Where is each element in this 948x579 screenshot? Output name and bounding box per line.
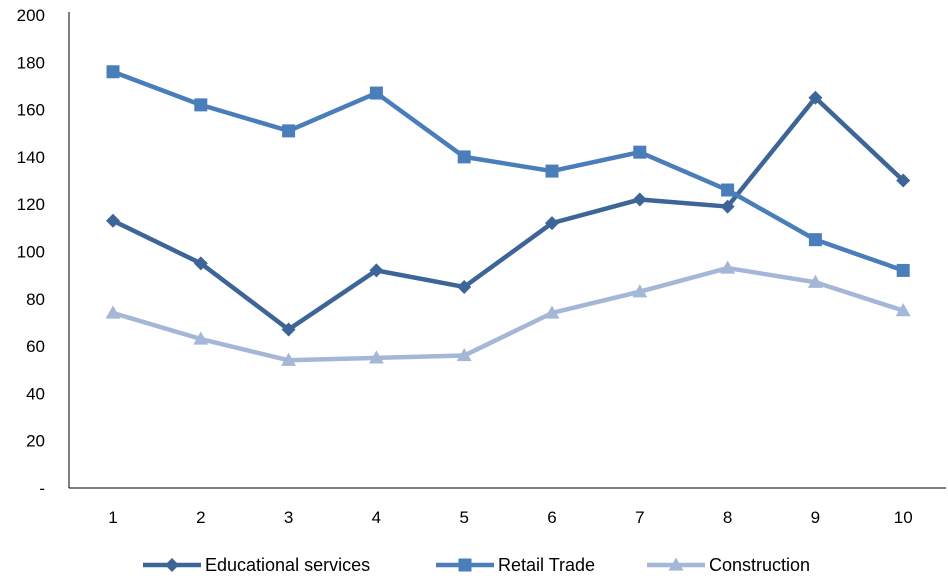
data-point [544,305,560,319]
data-point [456,348,472,362]
y-tick-label: 20 [26,432,45,451]
data-point [896,263,910,277]
data-point [807,274,823,288]
data-point [632,192,647,207]
data-point [194,98,208,112]
series-line [112,95,905,332]
y-tick-label: 180 [17,53,45,72]
y-axis-ticks: - 20 40 60 80 100 120 140 160 180 200 [17,6,45,498]
legend-item: Retail Trade [436,555,595,575]
series-layer [105,65,911,366]
y-tick-label: 80 [26,290,45,309]
y-tick-label: 100 [17,243,45,262]
y-tick-label: 120 [17,195,45,214]
series-line [112,69,904,273]
data-point [632,284,648,298]
data-point [457,150,471,164]
data-point [545,164,559,178]
legend-label: Retail Trade [498,555,595,575]
data-point [545,216,559,231]
data-point [369,86,383,100]
x-tick-label: 9 [811,508,820,527]
y-tick-label: 40 [26,384,45,403]
data-point [808,233,822,247]
chart-axes [68,12,946,489]
data-point [368,350,384,364]
x-tick-label: 7 [635,508,644,527]
data-point [808,90,823,105]
x-tick-label: 3 [284,508,293,527]
legend: Educational services Retail Trade Construc… [143,555,810,575]
y-tick-label: 160 [17,101,45,120]
data-point [633,145,647,159]
y-tick-label: - [39,479,45,498]
data-point [281,322,296,337]
data-point [282,124,296,138]
legend-marker [668,557,684,571]
y-tick-label: 200 [17,6,45,25]
data-point [193,331,209,345]
data-point [720,199,735,214]
data-point [106,65,120,79]
data-point [720,260,736,274]
legend-item: Construction [647,555,810,575]
x-axis-ticks: 1 2 3 4 5 6 7 8 9 10 [108,508,912,527]
legend-item: Educational services [143,555,370,575]
legend-label: Educational services [205,555,370,575]
data-point [281,352,297,366]
data-point [721,183,735,197]
series-square [106,65,910,277]
data-point [895,303,911,317]
legend-marker [165,558,179,572]
data-point [896,173,911,188]
x-tick-label: 8 [723,508,732,527]
x-tick-label: 5 [459,508,468,527]
x-tick-label: 4 [372,508,381,527]
series-line [112,265,904,363]
data-point [369,263,384,278]
legend-marker [458,558,472,572]
series-triangle [105,260,911,366]
data-point [193,256,208,271]
y-tick-label: 60 [26,337,45,356]
legend-label: Construction [709,555,810,575]
data-point [457,279,472,294]
data-point [105,305,121,319]
x-tick-label: 2 [196,508,205,527]
x-tick-label: 6 [547,508,556,527]
data-point [106,213,120,228]
x-tick-label: 1 [108,508,117,527]
series-diamond [106,90,911,337]
y-tick-label: 140 [17,148,45,167]
x-tick-label: 10 [894,508,913,527]
